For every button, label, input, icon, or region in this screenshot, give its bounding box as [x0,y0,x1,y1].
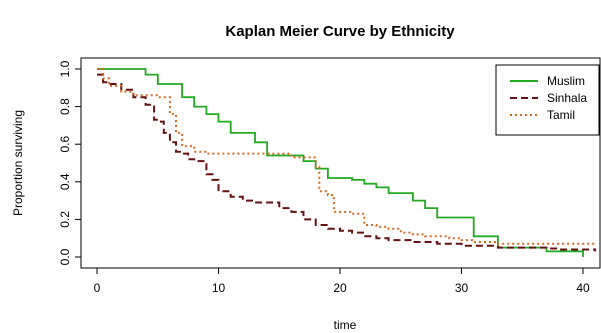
y-tick-label: 1.0 [58,60,72,77]
chart-title: Kaplan Meier Curve by Ethnicity [225,23,455,40]
legend-label-tamil: Tamil [547,108,575,122]
x-tick-label: 40 [576,281,590,295]
series-muslim-line [97,68,584,257]
y-tick-label: 0.0 [58,248,72,265]
y-tick-label: 0.2 [58,211,72,228]
y-axis-label: Proportion surviving [11,110,25,216]
axes: 0 10 20 30 40 0.0 0.2 0.4 0.6 0.8 1.0 [58,57,601,295]
legend: Muslim Sinhala Tamil [495,64,600,136]
legend-box [495,64,600,136]
x-axis-label: time [334,318,357,332]
x-tick-label: 30 [455,281,469,295]
x-tick-label: 20 [333,281,347,295]
series-sinhala-line [97,73,597,252]
x-tick-label: 0 [94,281,101,295]
y-tick-label: 0.4 [58,173,72,190]
legend-label-sinhala: Sinhala [547,91,587,105]
y-tick-label: 0.6 [58,136,72,153]
x-tick-label: 10 [212,281,226,295]
y-tick-label: 0.8 [58,98,72,115]
series-layer [97,68,597,257]
legend-label-muslim: Muslim [547,74,585,88]
